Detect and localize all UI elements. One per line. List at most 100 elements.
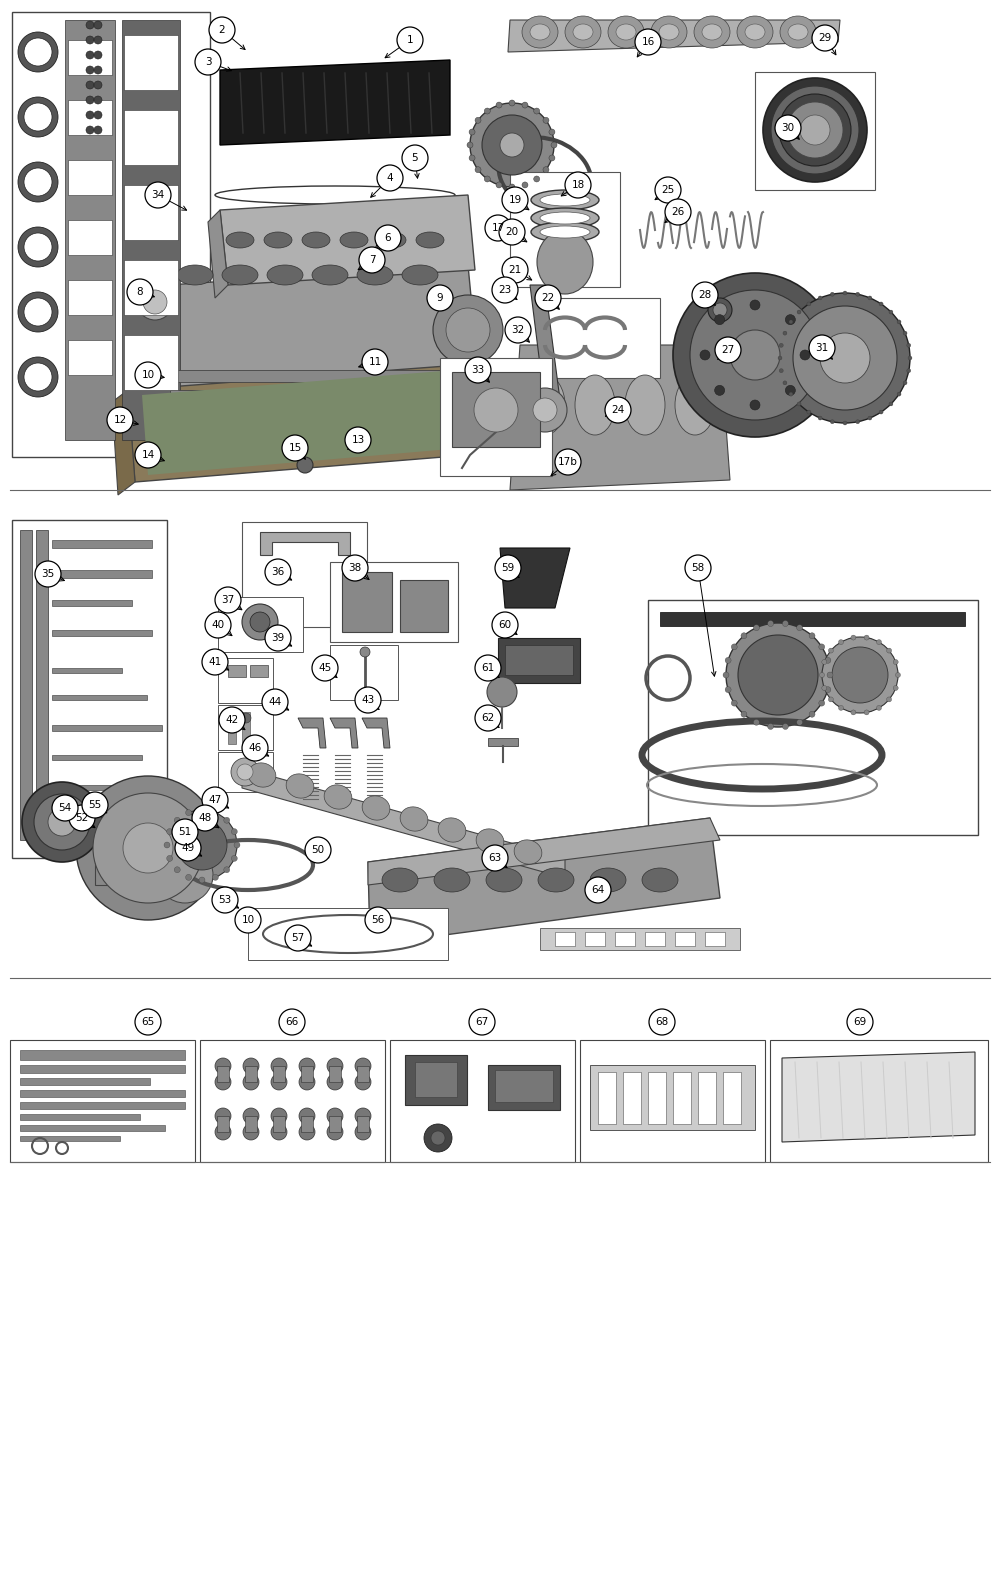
Circle shape	[800, 115, 830, 145]
Polygon shape	[782, 1051, 975, 1143]
Ellipse shape	[702, 24, 722, 39]
Bar	[698, 1072, 716, 1124]
Text: 40: 40	[211, 620, 225, 630]
Text: 51: 51	[178, 826, 192, 837]
Circle shape	[212, 809, 218, 815]
Circle shape	[838, 705, 844, 710]
Circle shape	[34, 793, 90, 850]
Bar	[36, 530, 48, 841]
Circle shape	[215, 1124, 231, 1140]
Polygon shape	[128, 365, 468, 482]
Circle shape	[828, 648, 833, 653]
Circle shape	[741, 633, 747, 639]
Text: 28: 28	[698, 290, 712, 301]
Bar	[540, 297, 660, 378]
Circle shape	[500, 132, 524, 157]
Circle shape	[107, 408, 133, 433]
Circle shape	[502, 257, 528, 283]
Text: 20: 20	[505, 227, 519, 238]
Circle shape	[649, 1009, 675, 1036]
Bar	[170, 370, 465, 382]
Circle shape	[202, 787, 228, 814]
Circle shape	[76, 776, 220, 919]
Circle shape	[265, 559, 291, 586]
Bar	[250, 664, 268, 677]
Text: 46: 46	[248, 743, 262, 752]
Circle shape	[360, 647, 370, 656]
Ellipse shape	[177, 264, 213, 285]
Circle shape	[793, 305, 897, 409]
Circle shape	[86, 112, 94, 120]
Circle shape	[876, 639, 882, 645]
Circle shape	[195, 49, 221, 76]
Bar	[245, 1066, 257, 1081]
Text: 63: 63	[488, 853, 502, 863]
Circle shape	[231, 828, 237, 834]
Circle shape	[692, 282, 718, 309]
Bar	[20, 1050, 185, 1059]
Circle shape	[282, 434, 308, 461]
Circle shape	[822, 686, 827, 691]
Circle shape	[851, 710, 856, 715]
Circle shape	[48, 807, 76, 836]
Circle shape	[18, 98, 58, 137]
Bar	[124, 186, 178, 239]
Circle shape	[94, 50, 102, 58]
Circle shape	[299, 1124, 315, 1140]
Text: 18: 18	[571, 179, 585, 190]
Bar	[218, 658, 273, 704]
Circle shape	[780, 293, 910, 423]
Circle shape	[262, 689, 288, 715]
Ellipse shape	[286, 774, 314, 798]
Circle shape	[355, 1058, 371, 1073]
Bar	[495, 1070, 553, 1102]
Ellipse shape	[438, 818, 466, 842]
Polygon shape	[510, 345, 730, 490]
Bar	[357, 1116, 369, 1132]
Circle shape	[832, 647, 888, 704]
Circle shape	[738, 634, 818, 715]
Text: 10: 10	[241, 914, 255, 926]
Polygon shape	[368, 818, 720, 944]
Circle shape	[789, 392, 793, 397]
Circle shape	[897, 320, 901, 324]
Ellipse shape	[486, 867, 522, 892]
Bar	[20, 1102, 185, 1110]
Circle shape	[312, 655, 338, 682]
Circle shape	[94, 66, 102, 74]
Polygon shape	[508, 20, 840, 52]
Text: 16: 16	[641, 38, 655, 47]
Ellipse shape	[531, 208, 599, 228]
Circle shape	[499, 219, 525, 246]
Bar	[124, 260, 178, 315]
Bar	[170, 390, 465, 398]
Circle shape	[465, 357, 491, 382]
Bar	[52, 785, 137, 790]
Ellipse shape	[530, 24, 550, 39]
Ellipse shape	[324, 785, 352, 809]
Circle shape	[730, 331, 780, 379]
Circle shape	[879, 411, 883, 414]
Polygon shape	[208, 209, 228, 297]
Bar	[330, 562, 458, 642]
Ellipse shape	[659, 24, 679, 39]
Circle shape	[360, 693, 370, 704]
Circle shape	[715, 337, 741, 364]
Circle shape	[174, 817, 180, 823]
Text: 65: 65	[141, 1017, 155, 1026]
Circle shape	[809, 711, 815, 718]
Bar	[329, 1116, 341, 1132]
Circle shape	[215, 1073, 231, 1091]
Circle shape	[123, 823, 173, 874]
Circle shape	[279, 1009, 305, 1036]
Circle shape	[509, 184, 515, 190]
Ellipse shape	[675, 375, 715, 434]
Circle shape	[535, 285, 561, 312]
Text: 7: 7	[369, 255, 375, 264]
Bar	[52, 756, 142, 760]
Text: 2: 2	[219, 25, 225, 35]
Circle shape	[86, 80, 94, 90]
Circle shape	[446, 309, 490, 353]
Circle shape	[741, 711, 747, 718]
Circle shape	[299, 1073, 315, 1091]
